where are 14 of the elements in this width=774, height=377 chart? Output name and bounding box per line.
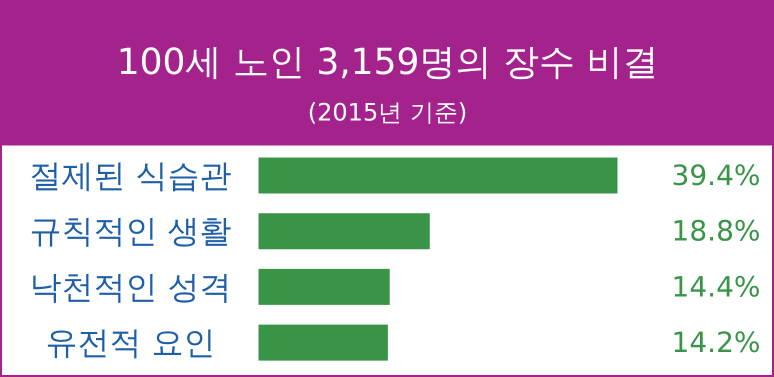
bar xyxy=(258,324,388,361)
y-tick-label: 규칙적인 생활 xyxy=(29,212,232,250)
data-label: 39.4% xyxy=(672,159,761,192)
chart-subtitle: (2015년 기준) xyxy=(308,98,468,126)
bar xyxy=(258,158,618,194)
data-label: 18.8% xyxy=(672,214,761,248)
data-label: 14.2% xyxy=(672,326,761,360)
chart-title: 100세 노인 3,159명의 장수 비결 xyxy=(116,42,658,83)
bar xyxy=(258,213,430,250)
y-tick-label: 절제된 식습관 xyxy=(29,156,232,194)
y-tick-label: 낙천적인 성격 xyxy=(29,268,232,306)
bar xyxy=(258,268,390,305)
data-label: 14.4% xyxy=(672,270,761,304)
y-tick-label: 유전적 요인 xyxy=(45,324,216,362)
